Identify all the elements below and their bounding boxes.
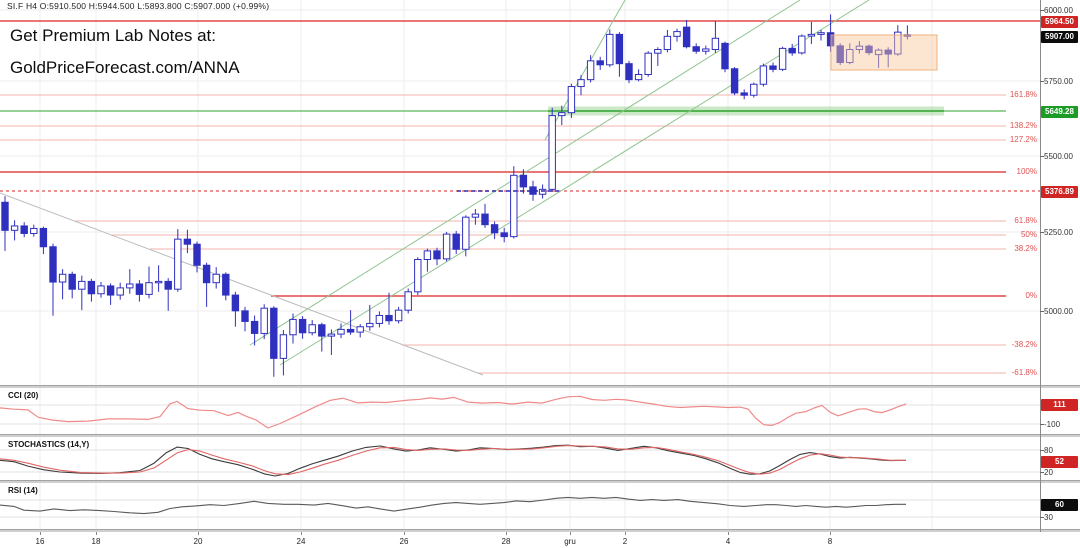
price-badge: 111: [1041, 398, 1078, 411]
fib-level-label: 61.8%: [1014, 216, 1037, 225]
axis-tick-label: 30: [1044, 513, 1053, 522]
time-tick-mark: [404, 532, 405, 535]
panel-separator[interactable]: [0, 434, 1080, 437]
fib-level-label: 161.8%: [1009, 90, 1037, 99]
time-tick-mark: [40, 532, 41, 535]
axis-tick-label: 5750.00: [1044, 77, 1073, 86]
cci-panel-title: CCI (20): [8, 391, 39, 400]
time-tick-label: 16: [35, 537, 45, 546]
time-tick-label: gru: [564, 537, 576, 546]
time-tick-label: 24: [296, 537, 306, 546]
fib-level-label: 0%: [1025, 291, 1037, 300]
time-tick-mark: [96, 532, 97, 535]
time-tick-mark: [830, 532, 831, 535]
panel-separator[interactable]: [0, 385, 1080, 388]
axis-tick-label: 20: [1044, 468, 1053, 477]
axis-tick-mark: [1040, 232, 1044, 233]
axis-tick-mark: [1040, 517, 1044, 518]
fib-level-label: 138.2%: [1009, 121, 1037, 130]
time-tick-mark: [198, 532, 199, 535]
overlay-text-line2: GoldPriceForecast.com/ANNA: [10, 58, 240, 77]
axis-tick-label: -100: [1044, 420, 1061, 429]
time-tick-mark: [570, 532, 571, 535]
time-tick-mark: [301, 532, 302, 535]
axis-tick-label: 5500.00: [1044, 152, 1073, 161]
stochastics-panel-title: STOCHASTICS (14,Y): [8, 440, 90, 449]
axis-tick-mark: [1040, 450, 1044, 451]
panel-separator[interactable]: [0, 480, 1080, 483]
fib-level-label: 100%: [1016, 167, 1037, 176]
overlay-text-line1: Get Premium Lab Notes at:: [10, 26, 216, 45]
price-badge: 5907.00: [1041, 30, 1078, 43]
time-tick-mark: [625, 532, 626, 535]
axis-tick-label: 5250.00: [1044, 228, 1073, 237]
price-badge: 60: [1041, 498, 1078, 511]
time-tick-label: 4: [725, 537, 731, 546]
price-badge: 5376.89: [1041, 185, 1078, 198]
time-tick-mark: [506, 532, 507, 535]
fib-level-label: 38.2%: [1014, 244, 1037, 253]
price-badge: 5649.28: [1041, 105, 1078, 118]
axis-tick-mark: [1040, 81, 1044, 82]
axis-tick-mark: [1040, 424, 1044, 425]
axis-tick-label: 5000.00: [1044, 307, 1073, 316]
time-tick-label: 26: [399, 537, 409, 546]
axis-tick-label: 6000.00: [1044, 6, 1073, 15]
axis-tick-mark: [1040, 472, 1044, 473]
axis-tick-label: 80: [1044, 446, 1053, 455]
rsi-panel-title: RSI (14): [8, 486, 38, 495]
axis-tick-mark: [1040, 311, 1044, 312]
price-axis-border: [1040, 0, 1041, 532]
fib-level-label: -38.2%: [1011, 340, 1037, 349]
time-tick-label: 2: [622, 537, 628, 546]
time-tick-mark: [728, 532, 729, 535]
time-tick-label: 18: [91, 537, 101, 546]
fib-level-label: 127.2%: [1009, 135, 1037, 144]
fib-level-label: 50%: [1020, 230, 1037, 239]
ohlc-header: SI.F H4 O:5910.500 H:5944.500 L:5893.800…: [7, 1, 270, 11]
time-tick-label: 20: [193, 537, 203, 546]
price-badge: 5964.50: [1041, 15, 1078, 28]
time-axis[interactable]: [0, 532, 1080, 548]
axis-tick-mark: [1040, 10, 1044, 11]
time-tick-label: 8: [827, 537, 833, 546]
time-tick-label: 28: [501, 537, 511, 546]
panel-separator[interactable]: [0, 529, 1080, 532]
axis-tick-mark: [1040, 156, 1044, 157]
fib-level-label: -61.8%: [1011, 368, 1037, 377]
price-badge: 52: [1041, 455, 1078, 468]
